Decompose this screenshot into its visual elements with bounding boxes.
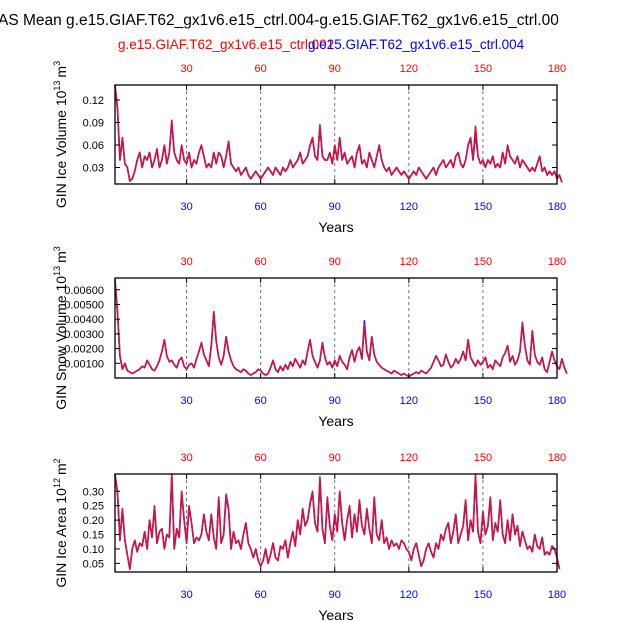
x-tick-label: 60 [255, 201, 267, 213]
x-tick-label-top: 120 [400, 63, 418, 75]
y-tick-label: 0.00500 [64, 299, 104, 311]
y-axis-label-unit: m [53, 66, 69, 78]
x-tick-label: 180 [548, 201, 566, 213]
y-axis-label-unit-exponent: 3 [52, 61, 62, 66]
x-tick-label-top: 30 [180, 63, 192, 75]
x-axis-label: Years [318, 607, 353, 621]
x-tick-label: 90 [329, 201, 341, 213]
y-tick-label: 0.09 [83, 118, 104, 130]
x-tick-label-top: 90 [329, 452, 341, 464]
y-axis-label: GIN Ice Volume 1013 m3 [52, 61, 69, 208]
x-tick-label: 120 [400, 395, 418, 407]
y-axis-label: GIN Snow Volume 1013 m3 [52, 246, 69, 410]
y-axis-label-unit-exponent: 3 [52, 246, 62, 251]
y-tick-label: 0.00200 [64, 344, 104, 356]
y-axis-label-text: GIN Ice Area 10 [53, 488, 69, 588]
x-tick-label: 150 [474, 589, 492, 601]
x-tick-label-top: 30 [180, 452, 192, 464]
y-tick-label: 0.20 [83, 515, 104, 527]
y-axis-label: GIN Ice Area 1012 m2 [52, 458, 69, 587]
y-axis-label-exponent: 12 [52, 478, 62, 488]
x-tick-label: 30 [180, 395, 192, 407]
x-tick-label-top: 180 [548, 63, 566, 75]
y-axis-label-unit-exponent: 2 [52, 458, 62, 463]
series-line-ctrl-002 [114, 279, 568, 378]
y-tick-label: 0.00400 [64, 314, 104, 326]
y-tick-label: 0.06 [83, 140, 104, 152]
plot-frame [114, 84, 558, 185]
y-tick-label: 0.15 [83, 530, 104, 542]
x-tick-label-top: 60 [255, 256, 267, 268]
y-tick-label: 0.03 [83, 163, 104, 175]
legend-blue-run: g.e15.GIAF.T62_gx1v6.e15_ctrl.004 [308, 37, 525, 52]
x-tick-label-top: 180 [548, 452, 566, 464]
x-tick-label: 60 [255, 395, 267, 407]
chart-ice-volume: 30 60 90 120 150 180 30 60 90 120 150 180 0.03 0.06 0.… [52, 61, 566, 235]
series-line-ctrl-002 [114, 473, 561, 570]
x-tick-label: 60 [255, 589, 267, 601]
y-tick-label: 0.30 [83, 486, 104, 498]
chart-snow-volume: 30 60 90 120 150 180 30 60 90 120 150 180 0.00100 0.0… [52, 246, 568, 429]
figure-title: AS Mean g.e15.GIAF.T62_gx1v6.e15_ctrl.00… [0, 12, 559, 29]
x-tick-label-top: 120 [400, 452, 418, 464]
x-tick-label: 30 [180, 589, 192, 601]
x-tick-label: 120 [400, 589, 418, 601]
x-tick-label: 30 [180, 201, 192, 213]
y-axis-label-exponent: 13 [52, 266, 62, 276]
y-tick-label: 0.00600 [64, 285, 104, 297]
x-tick-label: 150 [474, 395, 492, 407]
y-axis-label-unit: m [53, 251, 69, 263]
x-tick-label-top: 90 [329, 256, 341, 268]
legend-red-run: g.e15.GIAF.T62_gx1v6.e15_ctrl.002 [118, 37, 334, 52]
y-tick-label: 0.12 [83, 95, 104, 107]
y-tick-label: 0.10 [83, 544, 104, 556]
x-tick-label: 180 [548, 395, 566, 407]
x-tick-label-top: 90 [329, 63, 341, 75]
x-tick-label: 90 [329, 395, 341, 407]
y-tick-label: 0.05 [83, 558, 104, 570]
x-tick-label-top: 60 [255, 452, 267, 464]
x-tick-label: 90 [329, 589, 341, 601]
series-line-ctrl-002 [114, 84, 563, 183]
x-tick-label-top: 150 [474, 256, 492, 268]
x-tick-label: 180 [548, 589, 566, 601]
chart-ice-area: 30 60 90 120 150 180 30 60 90 120 150 180 0.05 0.10 0.… [52, 452, 566, 621]
x-tick-label-top: 150 [474, 63, 492, 75]
y-axis-label-unit: m [53, 463, 69, 475]
y-axis-label-text: GIN Snow Volume 10 [53, 276, 69, 410]
y-tick-label: 0.00300 [64, 329, 104, 341]
x-tick-label-top: 30 [180, 256, 192, 268]
x-tick-label-top: 60 [255, 63, 267, 75]
y-axis-label-exponent: 13 [52, 81, 62, 91]
x-axis-label: Years [318, 413, 353, 429]
plot-frame [114, 277, 558, 379]
x-tick-label: 150 [474, 201, 492, 213]
x-tick-label-top: 150 [474, 452, 492, 464]
plot-frame [114, 473, 558, 573]
x-tick-label-top: 180 [548, 256, 566, 268]
y-axis-label-text: GIN Ice Volume 10 [53, 90, 69, 208]
x-axis-label: Years [318, 219, 353, 235]
y-tick-label: 0.25 [83, 501, 104, 513]
x-tick-label-top: 120 [400, 256, 418, 268]
x-tick-label: 120 [400, 201, 418, 213]
y-tick-label: 0.00100 [64, 358, 104, 370]
